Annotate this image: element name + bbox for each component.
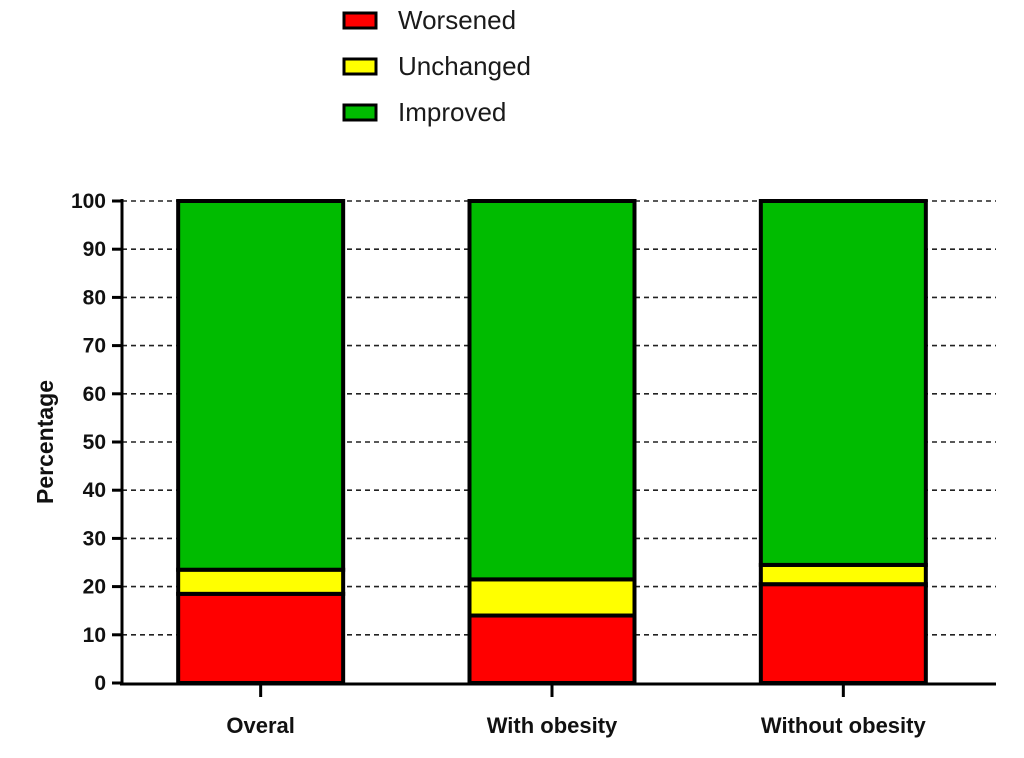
y-tick-label: 0 [94,672,106,695]
x-tick-label: Overal [226,713,295,738]
legend-label: Worsened [398,5,516,35]
bar-segment-improved [467,199,637,582]
y-tick-label: 30 [83,527,106,550]
y-tick-label: 50 [83,431,106,454]
bar-segment-worsened [176,591,346,686]
bar-group-with-obesity [467,199,637,686]
y-axis-title: Percentage [32,380,58,504]
y-tick-label: 20 [83,576,106,599]
bar-segment-unchanged [467,577,637,618]
y-tick-label: 10 [83,624,106,647]
bar-segment-improved [758,199,928,567]
legend-swatch [342,11,378,30]
legend-item-improved: Improved [342,97,506,127]
legend-swatch [342,57,378,76]
bar-segment-worsened [467,613,637,686]
x-ticks: Overal With obesity Without obesity [226,684,926,738]
x-tick-label: With obesity [487,713,618,738]
bar-group-overal [176,199,346,686]
bars [176,199,928,686]
y-ticks: 0 10 20 30 40 50 60 70 80 90 100 [71,190,122,695]
x-tick-label: Without obesity [761,713,927,738]
legend-swatch [342,103,378,122]
bar-segment-worsened [758,582,928,685]
y-tick-label: 100 [71,190,106,213]
legend-label: Improved [398,97,506,127]
y-tick-label: 60 [83,383,106,406]
y-tick-label: 90 [83,238,106,261]
legend-item-worsened: Worsened [342,5,516,35]
y-tick-label: 80 [83,286,106,309]
legend: Worsened Unchanged Improved [342,5,531,127]
y-tick-label: 70 [83,335,106,358]
bar-segment-unchanged [176,567,346,596]
y-tick-label: 40 [83,479,106,502]
bar-segment-unchanged [758,562,928,587]
legend-item-unchanged: Unchanged [342,51,531,81]
bar-group-without-obesity [758,199,928,685]
legend-label: Unchanged [398,51,531,81]
bar-segment-improved [176,199,346,572]
